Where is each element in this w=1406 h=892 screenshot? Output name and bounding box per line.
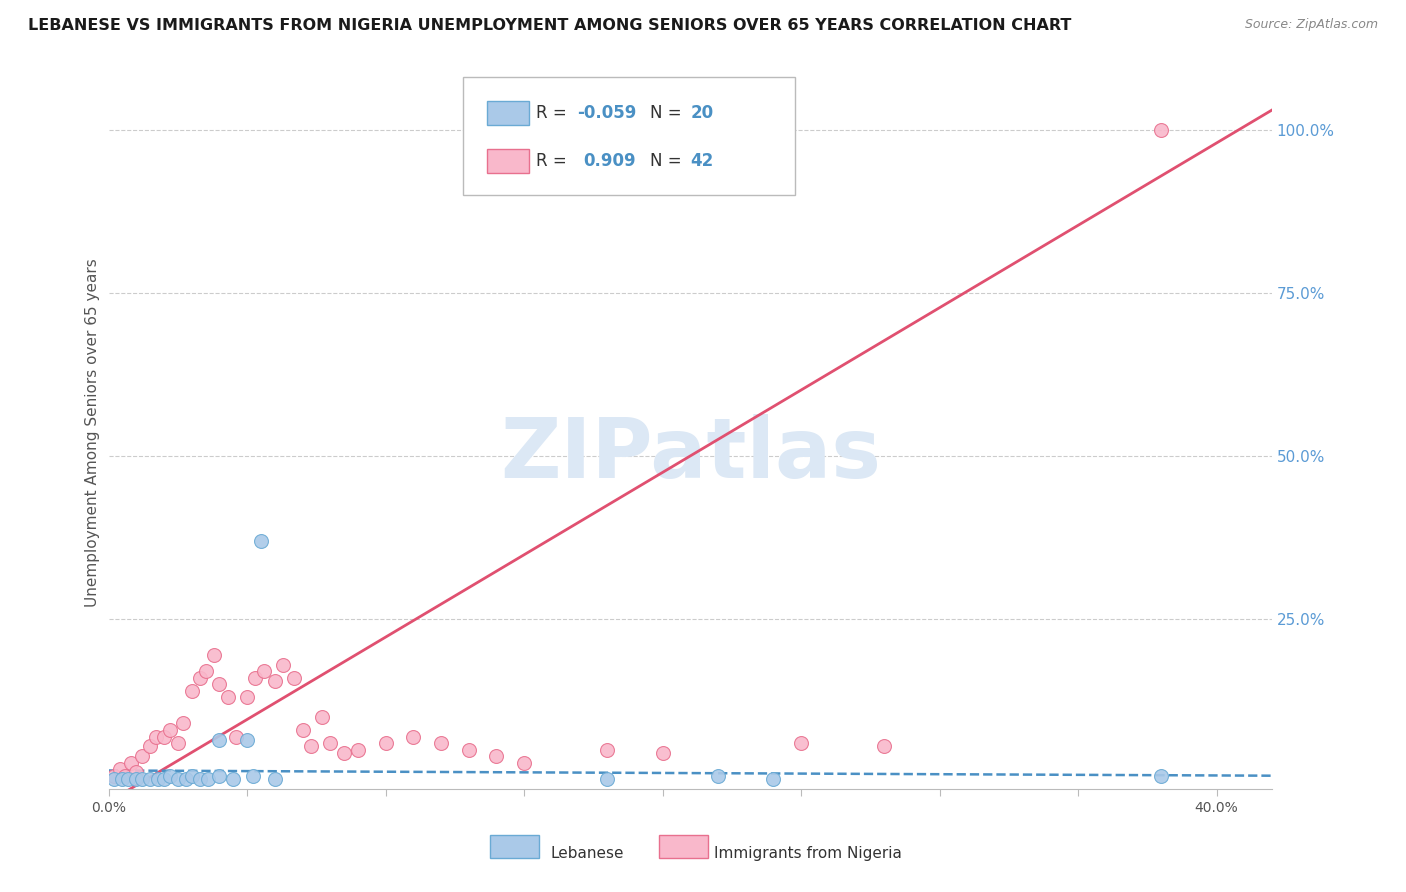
Point — [707, 769, 730, 783]
FancyBboxPatch shape — [491, 835, 538, 858]
Text: -0.059: -0.059 — [578, 104, 637, 122]
Point — [242, 769, 264, 783]
Point — [208, 732, 231, 747]
FancyBboxPatch shape — [486, 149, 529, 173]
Text: Lebanese: Lebanese — [551, 846, 624, 861]
Text: ZIPatlas: ZIPatlas — [499, 414, 880, 495]
Point — [263, 772, 285, 786]
Point — [148, 772, 170, 786]
Point — [374, 736, 396, 750]
Point — [180, 684, 202, 698]
Point — [139, 739, 162, 754]
Point — [108, 762, 131, 776]
FancyBboxPatch shape — [659, 835, 707, 858]
Point — [1150, 122, 1173, 136]
Point — [120, 756, 142, 770]
Point — [263, 674, 285, 689]
Point — [873, 739, 896, 754]
Point — [596, 772, 619, 786]
Point — [131, 749, 153, 764]
Point — [245, 671, 267, 685]
Point — [291, 723, 314, 737]
Point — [319, 736, 342, 750]
Point — [208, 769, 231, 783]
Point — [311, 710, 333, 724]
Point — [217, 690, 239, 705]
Text: 42: 42 — [690, 152, 713, 169]
Point — [167, 772, 190, 786]
FancyBboxPatch shape — [486, 101, 529, 125]
Point — [188, 772, 211, 786]
Point — [103, 772, 125, 786]
Text: Source: ZipAtlas.com: Source: ZipAtlas.com — [1244, 18, 1378, 31]
Point — [103, 769, 125, 783]
Point — [125, 772, 148, 786]
Text: R =: R = — [536, 104, 572, 122]
Text: N =: N = — [650, 104, 686, 122]
Point — [596, 742, 619, 756]
Point — [283, 671, 305, 685]
Point — [208, 677, 231, 691]
Point — [167, 736, 190, 750]
Point — [159, 769, 181, 783]
Point — [159, 723, 181, 737]
Point — [430, 736, 453, 750]
Point — [188, 671, 211, 685]
Point — [485, 749, 508, 764]
Text: R =: R = — [536, 152, 572, 169]
Point — [117, 772, 139, 786]
Point — [180, 769, 202, 783]
Point — [513, 756, 536, 770]
Point — [153, 730, 176, 744]
Point — [194, 665, 217, 679]
Point — [202, 648, 225, 662]
Point — [111, 772, 134, 786]
Y-axis label: Unemployment Among Seniors over 65 years: Unemployment Among Seniors over 65 years — [86, 259, 100, 607]
Point — [762, 772, 785, 786]
Point — [222, 772, 245, 786]
Text: N =: N = — [650, 152, 686, 169]
Point — [271, 657, 294, 672]
Point — [402, 730, 425, 744]
Text: 20: 20 — [690, 104, 713, 122]
FancyBboxPatch shape — [464, 78, 794, 194]
Point — [299, 739, 322, 754]
Point — [253, 665, 276, 679]
Point — [790, 736, 813, 750]
Text: Immigrants from Nigeria: Immigrants from Nigeria — [713, 846, 901, 861]
Text: LEBANESE VS IMMIGRANTS FROM NIGERIA UNEMPLOYMENT AMONG SENIORS OVER 65 YEARS COR: LEBANESE VS IMMIGRANTS FROM NIGERIA UNEM… — [28, 18, 1071, 33]
Point — [174, 772, 197, 786]
Text: 0.909: 0.909 — [583, 152, 636, 169]
Point — [153, 772, 176, 786]
Point — [114, 769, 136, 783]
Point — [457, 742, 479, 756]
Point — [145, 730, 167, 744]
Point — [651, 746, 673, 760]
Point — [139, 772, 162, 786]
Point — [225, 730, 247, 744]
Point — [236, 732, 259, 747]
Point — [333, 746, 356, 760]
Point — [125, 765, 148, 780]
Point — [197, 772, 219, 786]
Point — [1150, 769, 1173, 783]
Point — [250, 533, 273, 548]
Point — [131, 772, 153, 786]
Point — [236, 690, 259, 705]
Point — [172, 716, 194, 731]
Point — [347, 742, 370, 756]
